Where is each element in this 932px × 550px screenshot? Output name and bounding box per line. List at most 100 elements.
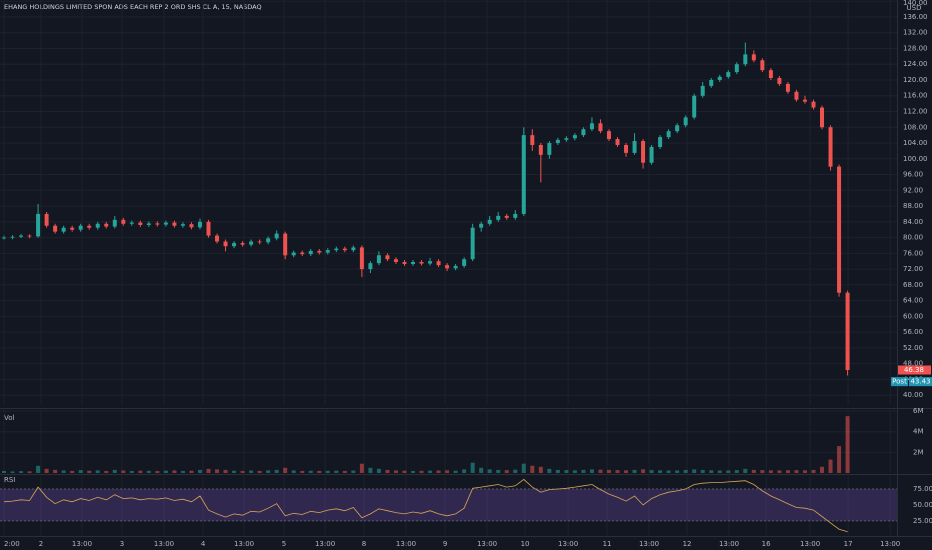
y-tick-label: 80.00 <box>903 234 923 242</box>
candle-body <box>615 139 620 145</box>
candle-body <box>359 247 364 270</box>
volume-bar <box>78 470 83 473</box>
x-tick-label: 13:00 <box>800 540 820 548</box>
volume-bar <box>334 470 339 473</box>
candle-body <box>87 225 92 228</box>
candle-body <box>393 259 398 262</box>
candle-body <box>223 241 228 247</box>
volume-bar <box>19 471 24 473</box>
y-tick-label: 40.00 <box>903 391 923 399</box>
volume-bar <box>325 470 330 473</box>
y-tick-label: 96.00 <box>903 171 923 179</box>
y-tick-label: 116.00 <box>903 92 928 100</box>
candle-body <box>402 261 407 264</box>
x-tick-label: 17 <box>844 540 853 548</box>
x-tick-label: 10 <box>521 540 530 548</box>
y-tick-label: 100.00 <box>903 155 928 163</box>
candle-body <box>504 215 509 218</box>
candle-body <box>61 227 66 232</box>
y-tick-label: 104.00 <box>903 139 928 147</box>
candle-body <box>598 123 603 132</box>
x-tick-label: 13:00 <box>315 540 335 548</box>
candle-body <box>70 227 75 230</box>
volume-bar <box>581 469 586 473</box>
last-price-label: 46.38 <box>904 366 924 374</box>
candle-body <box>368 263 373 270</box>
candle-body <box>785 83 790 92</box>
candle-body <box>743 54 748 65</box>
volume-bar <box>709 470 714 473</box>
volume-bar <box>146 470 151 473</box>
candle-body <box>760 60 765 71</box>
x-tick-label: 13:00 <box>639 540 659 548</box>
x-tick-label: 3 <box>120 540 124 548</box>
candle-body <box>155 223 160 225</box>
candle-body <box>112 219 117 227</box>
volume-bar <box>453 470 458 473</box>
volume-bar <box>547 468 552 473</box>
volume-bar <box>589 469 594 473</box>
candle-body <box>334 248 339 251</box>
x-tick-label: 13:00 <box>880 540 900 548</box>
volume-bar <box>683 469 688 473</box>
y-tick-label: 48.00 <box>903 360 923 368</box>
volume-bar <box>785 470 790 473</box>
volume-bar <box>470 462 475 473</box>
y-tick-label: 2M <box>913 448 924 456</box>
x-tick-label: 13:00 <box>719 540 739 548</box>
candle-body <box>496 215 501 220</box>
candle-body <box>632 141 637 153</box>
candle-body <box>317 250 322 253</box>
candle-body <box>300 252 305 255</box>
volume-bar <box>564 470 569 473</box>
candle-body <box>555 139 560 144</box>
candle-body <box>572 135 577 139</box>
y-tick-label: 25.00 <box>913 517 932 525</box>
x-tick-label: 5 <box>282 540 286 548</box>
volume-bar <box>734 470 739 473</box>
candle-body <box>428 261 433 264</box>
y-tick-label: 68.00 <box>903 281 923 289</box>
currency-label: USD <box>907 4 922 12</box>
volume-bar <box>615 470 620 473</box>
candle-body <box>376 255 381 264</box>
volume-bar <box>777 470 782 473</box>
x-tick-label: 4 <box>201 540 206 548</box>
volume-bar <box>232 470 237 473</box>
volume-bar <box>411 470 416 473</box>
candle-body <box>189 224 194 228</box>
candle-body <box>487 219 492 224</box>
volume-bar <box>308 470 313 473</box>
post-price-label: 43.43 <box>910 378 930 386</box>
volume-bar <box>257 470 262 473</box>
volume-bar <box>666 470 671 473</box>
candle-body <box>658 137 663 147</box>
candle-body <box>649 146 654 163</box>
volume-bar <box>368 467 373 473</box>
candle-body <box>700 85 705 96</box>
candle-body <box>129 222 134 224</box>
volume-bar <box>487 469 492 473</box>
volume-bar <box>70 470 75 473</box>
volume-bar <box>283 467 288 473</box>
volume-bar <box>513 469 518 473</box>
y-tick-label: 108.00 <box>903 123 928 131</box>
y-tick-label: 76.00 <box>903 249 923 257</box>
candle-body <box>342 248 347 251</box>
candle-body <box>837 166 842 293</box>
volume-bar <box>726 470 731 473</box>
candle-body <box>683 117 688 126</box>
last-price-tag <box>898 365 931 375</box>
candle-body <box>27 235 32 237</box>
volume-bar <box>163 470 168 473</box>
candle-body <box>811 101 816 108</box>
x-tick-label: 16 <box>762 540 771 548</box>
candle-body <box>2 237 7 239</box>
candle-body <box>768 70 773 79</box>
volume-bar <box>675 470 680 473</box>
volume-bar <box>837 446 842 473</box>
candle-body <box>589 123 594 130</box>
volume-bar <box>121 470 126 473</box>
candle-body <box>266 238 271 243</box>
volume-bar <box>223 469 228 473</box>
